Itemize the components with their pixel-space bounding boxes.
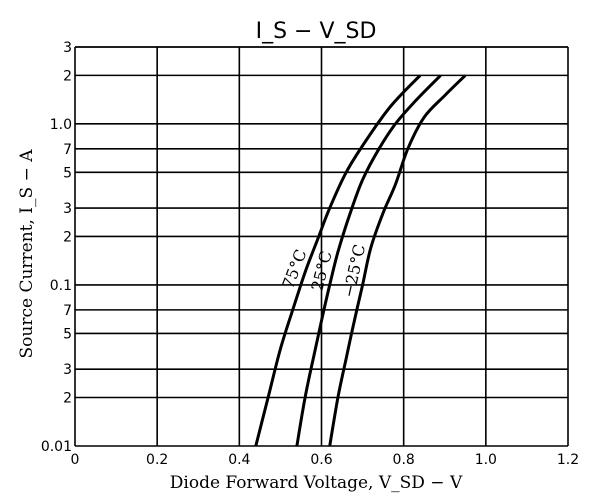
x-tick-label: 1.2 (557, 452, 579, 468)
y-tick-label: 7 (63, 142, 72, 158)
x-tick-label: 0 (71, 452, 80, 468)
x-axis-label: Diode Forward Voltage, V_SD − V (170, 473, 463, 493)
y-tick-label: 3 (63, 40, 72, 56)
y-tick-label: 3 (63, 362, 72, 378)
y-tick-labels: 0.01 2 3 5 7 0.1 2 3 5 7 1.0 2 3 (41, 40, 72, 455)
series-line (295, 74, 442, 447)
y-tick-label: 2 (63, 229, 72, 245)
x-tick-label: 1.0 (475, 452, 497, 468)
y-tick-label: 2 (63, 391, 72, 407)
x-tick-labels: 0 0.2 0.4 0.6 0.8 1.0 1.2 (71, 452, 580, 468)
y-tick-label: 5 (63, 165, 72, 181)
y-tick-label: 2 (63, 68, 72, 84)
y-tick-label: 5 (63, 326, 72, 342)
y-tick-label: 7 (63, 303, 72, 319)
x-tick-label: 0.4 (228, 452, 250, 468)
chart-title: I_S − V_SD (256, 19, 377, 44)
x-tick-label: 0.8 (393, 452, 415, 468)
curves: 75°C25°C −25°C (254, 74, 467, 447)
grid (74, 46, 569, 447)
x-tick-label: 0.2 (146, 452, 168, 468)
x-tick-label: 0.6 (310, 452, 332, 468)
y-tick-label: 1.0 (50, 117, 72, 133)
y-tick-label: 0.01 (41, 439, 72, 455)
series-line (328, 74, 467, 447)
y-tick-label: 3 (63, 201, 72, 217)
series-line (254, 74, 422, 447)
y-tick-label: 0.1 (50, 278, 72, 294)
y-axis-label: Source Current, I_S − A (17, 149, 37, 359)
